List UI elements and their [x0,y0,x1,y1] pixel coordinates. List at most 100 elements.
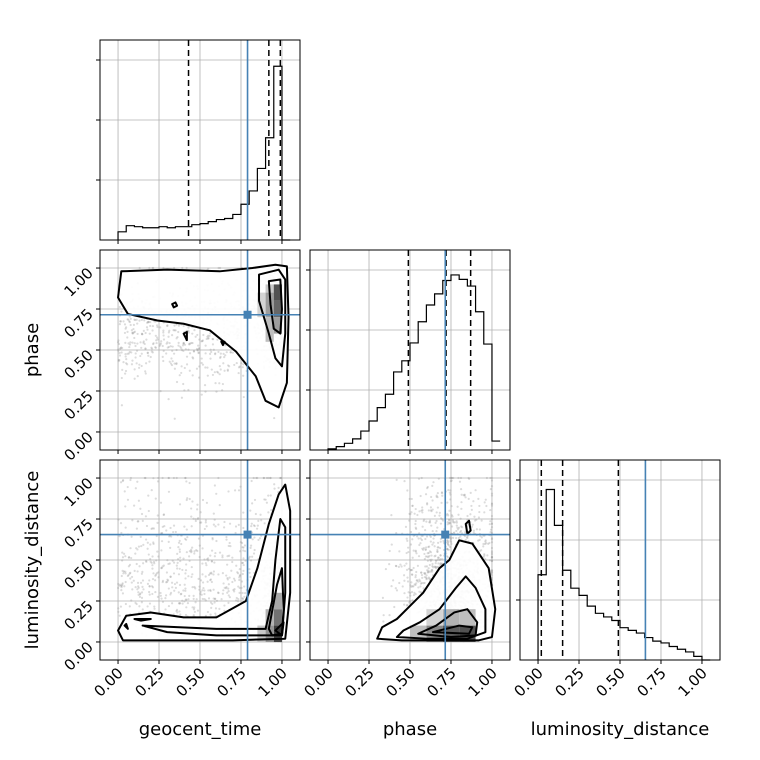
scatter-point [178,610,181,613]
scatter-point [120,404,124,407]
scatter-point [418,543,421,547]
scatter-point [412,593,416,597]
scatter-point [207,334,210,337]
scatter-point [418,510,421,513]
scatter-point [159,342,162,345]
scatter-point [484,539,487,542]
scatter-point [173,417,176,420]
scatter-point [459,517,462,520]
scatter-point [150,489,153,492]
scatter-point [447,488,450,492]
contour-5 [220,340,226,347]
scatter-point [161,565,164,568]
scatter-point [226,591,229,594]
scatter-point [447,540,450,544]
scatter-point [406,576,409,579]
scatter-point [425,574,428,577]
scatter-point [490,476,494,480]
scatter-point [460,525,463,528]
scatter-point [135,602,138,606]
scatter-point [243,544,247,547]
scatter-point [424,555,427,558]
scatter-point [198,347,201,350]
scatter-point [196,549,199,553]
scatter-point [152,542,155,545]
scatter-point [167,476,171,480]
scatter-point [144,372,147,375]
scatter-point [128,320,131,324]
scatter-point [184,537,187,540]
scatter-point [123,323,127,326]
scatter-point [403,564,406,567]
scatter-point [184,476,187,480]
scatter-point [213,353,217,356]
scatter-point [450,505,453,508]
scatter-point [214,352,217,355]
scatter-point [186,497,189,500]
y-tick-label: 1.00 [60,474,96,510]
density-cell [273,592,282,610]
scatter-point [171,559,174,562]
scatter-point [228,522,232,525]
scatter-point [263,522,266,525]
scatter-point [175,581,179,584]
scatter-point [122,320,125,323]
x-tick-label: 0.00 [511,664,547,700]
scatter-point [473,519,477,522]
scatter-point [204,575,207,578]
scatter-point [423,518,426,521]
scatter-point [415,552,418,555]
scatter-point [178,503,182,506]
scatter-point [219,368,222,371]
scatter-point [124,327,127,330]
scatter-point [269,494,272,497]
scatter-point [120,376,123,380]
scatter-point [170,535,173,538]
scatter-point [125,326,128,329]
scatter-point [229,350,232,354]
scatter-point [390,514,393,517]
scatter-point [190,341,193,345]
scatter-point [426,569,429,572]
scatter-point [436,491,439,495]
scatter-point [214,607,218,610]
scatter-point [419,580,422,583]
scatter-point [452,476,455,480]
scatter-point [248,555,251,558]
scatter-point [152,541,155,544]
scatter-point [455,520,458,523]
scatter-point [464,538,467,541]
scatter-point [406,489,409,492]
scatter-point [194,335,197,338]
scatter-point [136,342,139,345]
scatter-point [180,347,183,350]
scatter-point [273,483,276,486]
y-tick-label: 0.25 [60,387,96,423]
scatter-point [241,366,244,369]
scatter-point [151,592,154,596]
scatter-point [135,349,139,352]
scatter-point [278,476,282,480]
scatter-point [218,382,221,385]
scatter-point [128,563,132,566]
scatter-point [257,538,260,542]
scatter-point [120,351,123,354]
scatter-point [156,325,159,329]
scatter-point [228,365,231,368]
scatter-point [188,369,191,372]
scatter-point [441,518,444,521]
scatter-point [403,579,406,582]
scatter-point [160,549,163,552]
scatter-point [252,476,255,480]
scatter-point [436,556,440,559]
scatter-point [211,602,214,605]
scatter-point [171,360,174,363]
scatter-point [140,572,143,575]
scatter-point [137,585,140,588]
scatter-point [424,537,427,541]
scatter-point [140,364,143,368]
scatter-point [135,547,138,550]
scatter-point [198,555,201,559]
contour-4 [182,330,188,342]
scatter-point [416,564,419,567]
